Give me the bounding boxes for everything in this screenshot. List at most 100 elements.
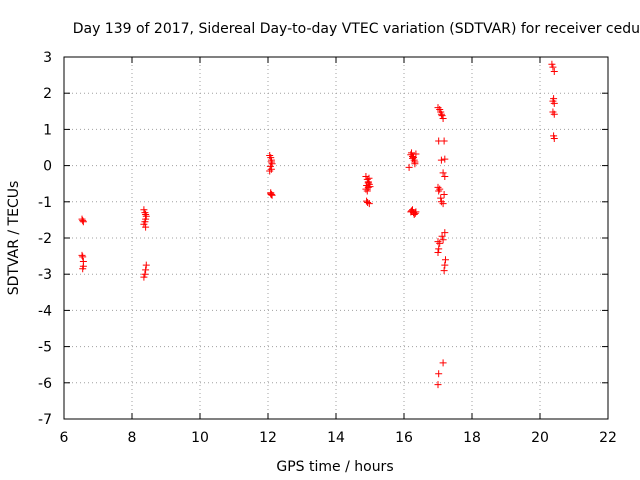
data-point — [434, 248, 442, 256]
data-point — [439, 236, 447, 244]
data-points — [78, 60, 558, 389]
data-point — [412, 208, 420, 216]
data-point — [435, 137, 443, 145]
data-point — [441, 172, 449, 180]
data-point — [266, 167, 274, 175]
data-point — [141, 209, 149, 217]
data-point — [79, 253, 87, 261]
data-point — [439, 200, 447, 208]
x-tick-label: 8 — [128, 430, 137, 446]
x-tick-label: 20 — [531, 430, 549, 446]
data-point — [79, 258, 87, 266]
data-point — [440, 267, 448, 275]
data-point — [550, 134, 558, 142]
data-point — [437, 110, 445, 118]
data-point — [439, 169, 447, 177]
x-axis-label: GPS time / hours — [276, 459, 393, 475]
y-tick-label: 0 — [43, 159, 52, 175]
y-tick-label: -2 — [38, 231, 52, 247]
data-point — [435, 370, 443, 378]
data-point — [365, 174, 373, 182]
data-point — [362, 172, 370, 180]
data-point — [266, 162, 274, 170]
data-point — [409, 154, 416, 162]
y-tick-label: 1 — [43, 122, 52, 138]
x-tick-label: 6 — [60, 430, 69, 446]
data-point — [548, 60, 556, 68]
data-point — [434, 381, 442, 389]
data-point — [437, 156, 445, 164]
data-point — [441, 229, 449, 237]
data-point — [142, 266, 150, 274]
data-point — [438, 232, 446, 240]
grid-lines — [64, 57, 608, 419]
data-point — [434, 238, 442, 246]
data-point — [363, 187, 371, 195]
data-point — [267, 190, 275, 198]
data-point — [267, 191, 275, 199]
data-point — [142, 223, 150, 231]
data-point — [550, 67, 558, 75]
data-point — [439, 359, 447, 367]
x-tick-label: 12 — [259, 430, 277, 446]
data-point — [436, 239, 444, 247]
data-point — [410, 156, 418, 164]
data-point — [436, 185, 444, 193]
data-point — [405, 163, 413, 171]
data-point — [267, 165, 275, 173]
data-point — [439, 115, 447, 123]
data-point — [412, 150, 420, 158]
data-point — [78, 251, 86, 259]
data-point — [435, 245, 443, 253]
data-point — [142, 212, 150, 220]
data-point — [364, 179, 372, 187]
x-tick-label: 22 — [599, 430, 617, 446]
data-point — [434, 183, 442, 191]
data-point — [268, 191, 276, 199]
data-point — [366, 183, 374, 191]
data-point — [142, 261, 150, 269]
data-point — [434, 104, 442, 112]
y-tick-label: -1 — [38, 195, 52, 211]
y-tick-label: 3 — [43, 50, 52, 66]
y-tick-label: -4 — [38, 303, 52, 319]
data-point — [437, 198, 445, 206]
data-point — [441, 256, 449, 264]
x-tick-label: 10 — [191, 430, 209, 446]
data-point — [438, 112, 446, 120]
data-point — [437, 194, 445, 202]
data-point — [79, 217, 87, 225]
data-point — [435, 187, 443, 195]
data-point — [440, 191, 448, 199]
data-point — [550, 99, 558, 107]
y-tick-label: -7 — [38, 412, 52, 428]
data-point — [362, 185, 370, 193]
data-point — [441, 261, 449, 269]
data-point — [407, 149, 415, 157]
x-tick-label: 14 — [327, 430, 345, 446]
x-tick-label: 16 — [395, 430, 413, 446]
y-tick-label: -3 — [38, 267, 52, 283]
y-tick-label: -5 — [38, 340, 52, 356]
data-point — [79, 265, 87, 273]
data-point — [140, 206, 148, 214]
data-point — [411, 160, 419, 168]
data-point — [441, 155, 449, 163]
data-point — [549, 63, 557, 71]
data-point — [140, 273, 148, 281]
data-point — [365, 200, 373, 208]
chart-title: Day 139 of 2017, Sidereal Day-to-day VTE… — [73, 21, 640, 37]
x-tick-label: 18 — [463, 430, 481, 446]
data-point — [364, 199, 372, 207]
data-point — [141, 270, 149, 278]
y-axis-label: SDTVAR / TECUs — [6, 181, 22, 296]
data-point — [411, 209, 419, 217]
y-tick-label: -6 — [38, 376, 52, 392]
data-point — [550, 110, 558, 118]
data-point — [140, 220, 148, 228]
y-tick-label: 2 — [43, 86, 52, 102]
data-point — [267, 158, 275, 166]
data-point — [79, 218, 87, 226]
